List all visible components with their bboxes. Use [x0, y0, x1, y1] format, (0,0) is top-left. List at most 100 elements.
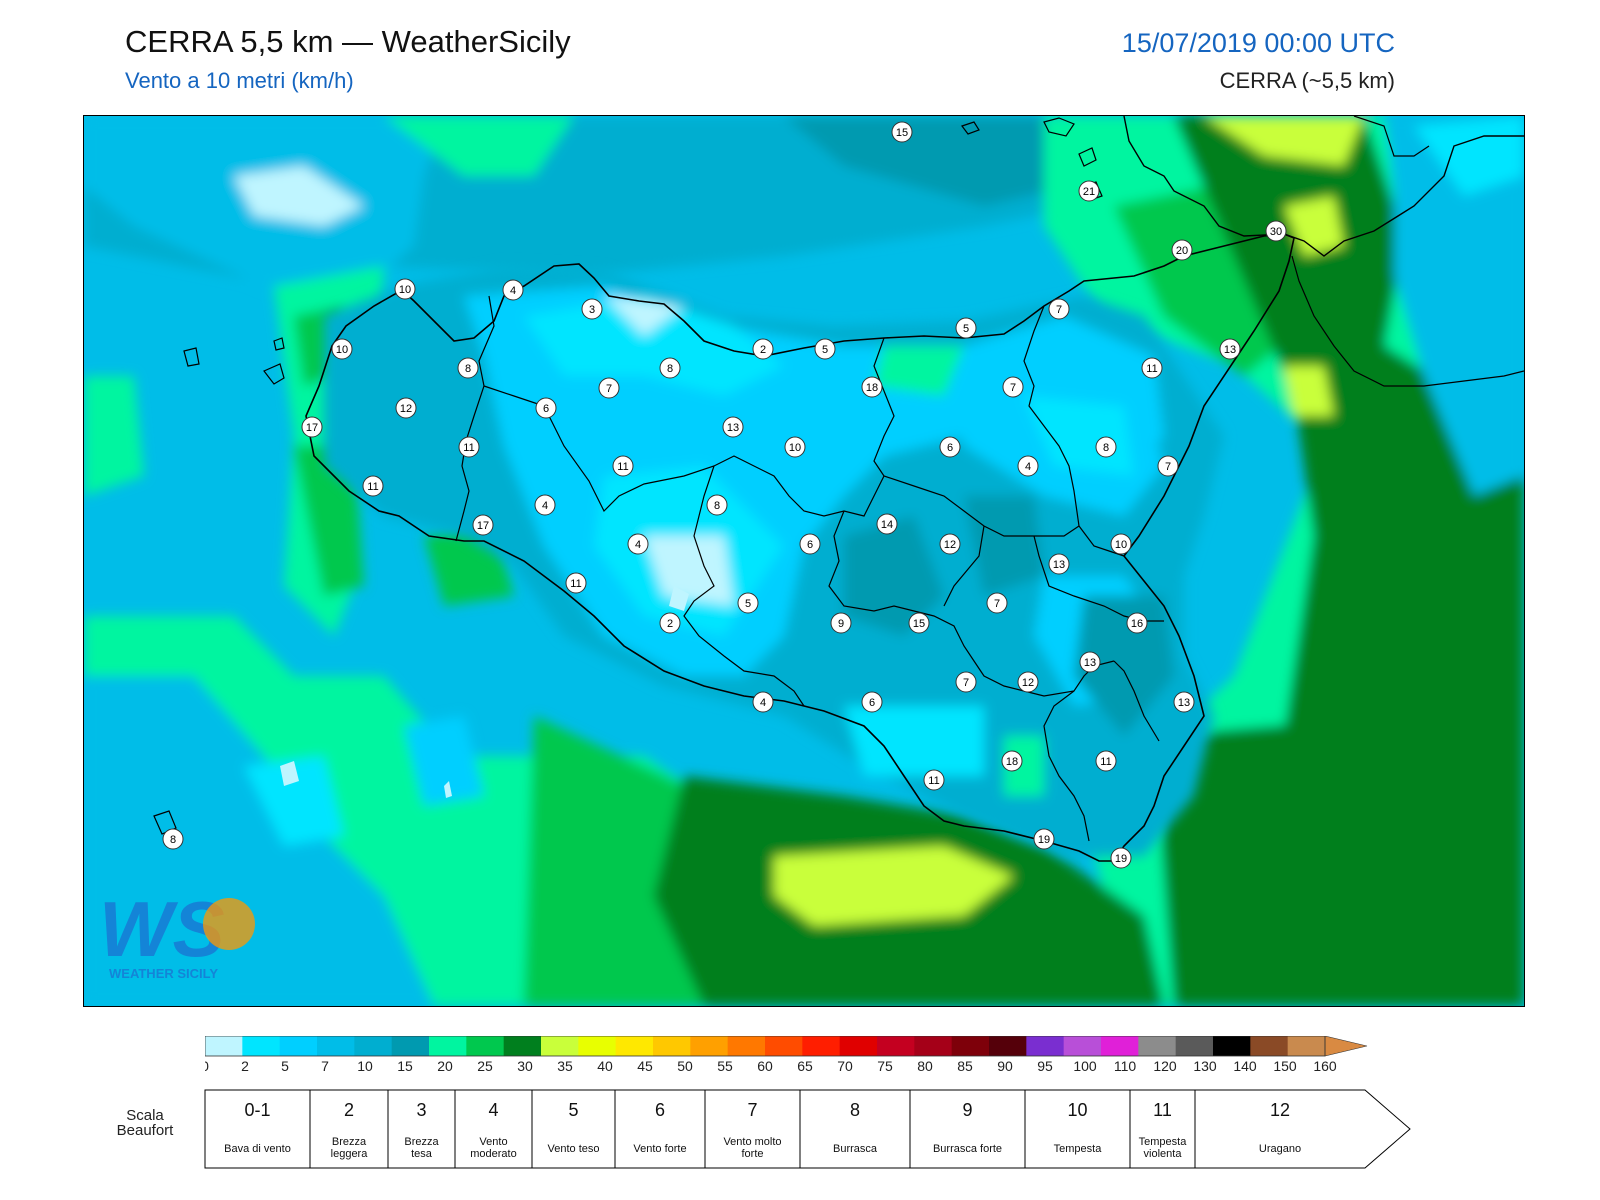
station-value: 18 — [866, 382, 878, 394]
beaufort-number: 2 — [344, 1100, 354, 1120]
colorbar-segment — [1250, 1036, 1289, 1056]
station-value: 11 — [367, 481, 378, 493]
station-value: 13 — [1053, 559, 1065, 571]
map-subtitle: Vento a 10 metri (km/h) — [125, 68, 354, 93]
colorbar-segment — [1026, 1036, 1065, 1056]
colorbar-tick-label: 60 — [757, 1058, 773, 1074]
station-value: 16 — [1131, 618, 1143, 630]
beaufort-title: Scala Beaufort — [116, 1107, 174, 1139]
station-value: 10 — [336, 344, 348, 356]
beaufort-number: 3 — [416, 1100, 426, 1120]
colorbar-segment — [839, 1036, 878, 1056]
colorbar-segment — [429, 1036, 467, 1056]
beaufort-number: 11 — [1153, 1100, 1172, 1120]
colorbar-segment — [205, 1036, 243, 1056]
station-value: 6 — [543, 403, 549, 415]
colorbar-tick-label: 120 — [1153, 1058, 1177, 1074]
colorbar-tick-label: 35 — [557, 1058, 573, 1074]
beaufort-description: Tempesta — [1054, 1143, 1103, 1155]
station-value: 5 — [963, 323, 969, 335]
station-value: 10 — [789, 442, 801, 454]
station-value: 13 — [1178, 697, 1190, 709]
station-value: 4 — [760, 697, 766, 709]
station-value: 12 — [1022, 677, 1034, 689]
wind-map: 15 21 30 20 10 4 3 10 2 5 5 7 13 8 8 7 1… — [83, 115, 1525, 1007]
station-value: 20 — [1176, 245, 1188, 257]
colorbar-tick-label: 20 — [437, 1058, 453, 1074]
colorbar-segment — [1213, 1036, 1251, 1056]
colorbar-segment — [1063, 1036, 1102, 1056]
station-value: 11 — [928, 775, 939, 787]
colorbar-segment — [1138, 1036, 1177, 1056]
station-value: 6 — [947, 442, 953, 454]
colorbar-segment — [653, 1036, 691, 1056]
colorbar-segment — [690, 1036, 729, 1056]
colorbar-segment — [541, 1036, 579, 1056]
station-value: 7 — [1010, 382, 1016, 394]
station-value: 10 — [1115, 539, 1127, 551]
logo-text: WEATHER SICILY — [109, 966, 218, 981]
beaufort-description: Vento teso — [548, 1143, 600, 1155]
station-value: 4 — [1025, 461, 1031, 473]
colorbar-tick-label: 160 — [1313, 1058, 1337, 1074]
colorbar-tick-label: 130 — [1193, 1058, 1217, 1074]
colorbar-tick-label: 50 — [677, 1058, 693, 1074]
station-value: 7 — [1056, 304, 1062, 316]
station-value: 7 — [963, 677, 969, 689]
beaufort-description: Vento molto — [723, 1136, 781, 1148]
station-value: 2 — [760, 344, 766, 356]
colorbar-segment — [279, 1036, 318, 1056]
station-value: 10 — [399, 284, 411, 296]
colorbar-tick-label: 70 — [837, 1058, 853, 1074]
station-value: 8 — [667, 363, 673, 375]
station-value: 11 — [1146, 363, 1157, 375]
station-value: 13 — [1084, 657, 1096, 669]
colorbar-tick-label: 10 — [357, 1058, 373, 1074]
beaufort-number: 5 — [568, 1100, 578, 1120]
station-value: 8 — [465, 363, 471, 375]
station-value: 6 — [869, 697, 875, 709]
beaufort-description: Uragano — [1259, 1143, 1301, 1155]
colorbar-segment — [1101, 1036, 1139, 1056]
colorbar-segment — [391, 1036, 430, 1056]
beaufort-number: 6 — [655, 1100, 665, 1120]
beaufort-number: 10 — [1067, 1100, 1087, 1120]
colorbar-tick-label: 45 — [637, 1058, 653, 1074]
colorbar-tick-label: 40 — [597, 1058, 613, 1074]
station-value: 19 — [1038, 834, 1050, 846]
station-value: 8 — [714, 500, 720, 512]
colorbar-tick-label: 65 — [797, 1058, 813, 1074]
station-value: 7 — [606, 383, 612, 395]
colorbar-segment — [317, 1036, 355, 1056]
station-value: 7 — [1165, 461, 1171, 473]
station-value: 11 — [463, 442, 474, 454]
station-value: 2 — [667, 618, 673, 630]
weathersicily-logo: WS WEATHER SICILY — [99, 885, 255, 981]
station-value: 7 — [994, 598, 1000, 610]
map-title: CERRA 5,5 km — WeatherSicily — [125, 24, 571, 59]
station-value: 17 — [306, 422, 318, 434]
station-value: 13 — [1224, 344, 1236, 356]
station-value: 30 — [1270, 226, 1282, 238]
colorbar-tick-label: 7 — [321, 1058, 329, 1074]
colorbar-tick-label: 2 — [241, 1058, 249, 1074]
beaufort-description: Burrasca forte — [933, 1143, 1002, 1155]
colorbar-segment — [242, 1036, 281, 1056]
station-value: 5 — [822, 344, 828, 356]
colorbar-tick-label: 90 — [997, 1058, 1013, 1074]
station-value: 15 — [896, 127, 908, 139]
colorbar-tick-label: 0 — [205, 1058, 209, 1074]
colorbar-segment — [578, 1036, 617, 1056]
colorbar-tick-label: 55 — [717, 1058, 733, 1074]
station-value: 18 — [1006, 756, 1018, 768]
colorbar-segment — [951, 1036, 990, 1056]
station-value: 6 — [807, 539, 813, 551]
station-value: 8 — [170, 834, 176, 846]
beaufort-number: 4 — [488, 1100, 498, 1120]
colorbar-segment — [727, 1036, 766, 1056]
station-value: 4 — [635, 539, 641, 551]
wind-speed-colorbar: 0257101520253035404550556065707580859095… — [205, 1036, 1368, 1074]
station-value: 4 — [542, 500, 548, 512]
colorbar-tick-label: 75 — [877, 1058, 893, 1074]
colorbar-segment — [1287, 1036, 1326, 1056]
